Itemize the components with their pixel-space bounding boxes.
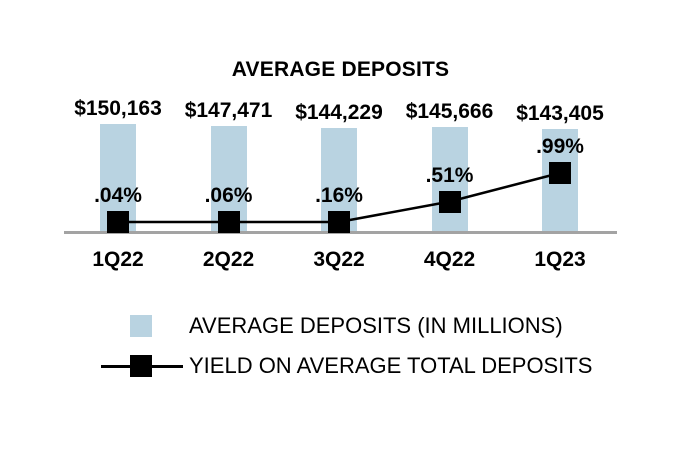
chart-title: AVERAGE DEPOSITS (231, 58, 450, 81)
yield-value-label: .16% (315, 184, 363, 207)
x-axis-label: 1Q23 (534, 248, 586, 271)
legend-label-yield: YIELD ON AVERAGE TOTAL DEPOSITS (189, 353, 593, 378)
yield-marker (107, 211, 129, 233)
yield-value-label: .04% (94, 184, 142, 207)
deposit-value-label: $147,471 (184, 99, 273, 122)
yield-marker (438, 190, 461, 213)
x-axis-label: 1Q22 (92, 248, 144, 271)
legend-key-deposits (101, 315, 183, 337)
legend: AVERAGE DEPOSITS (IN MILLIONS) YIELD ON … (101, 313, 592, 379)
yield-marker (328, 211, 350, 233)
deposit-value-label: $145,666 (405, 100, 494, 123)
yield-marker (549, 161, 571, 184)
deposit-value-label: $144,229 (295, 101, 383, 124)
legend-row-yield: YIELD ON AVERAGE TOTAL DEPOSITS (101, 353, 592, 379)
deposit-value-label: $150,163 (74, 97, 162, 120)
deposit-value-label: $143,405 (516, 102, 604, 125)
yield-value-label: .51% (425, 163, 474, 187)
yield-marker (217, 211, 240, 233)
legend-label-deposits: AVERAGE DEPOSITS (IN MILLIONS) (189, 313, 563, 338)
x-axis-label: 2Q22 (202, 248, 255, 271)
x-axis-label: 4Q22 (423, 248, 476, 271)
yield-value-label: .99% (536, 134, 584, 158)
legend-row-deposits: AVERAGE DEPOSITS (IN MILLIONS) (101, 313, 592, 339)
legend-key-yield (101, 355, 183, 377)
yield-value-label: .06% (204, 184, 253, 207)
square-marker-icon (130, 355, 152, 377)
deposit-bar (431, 127, 468, 232)
bar-swatch-icon (130, 315, 152, 337)
x-axis-label: 3Q22 (313, 248, 365, 271)
